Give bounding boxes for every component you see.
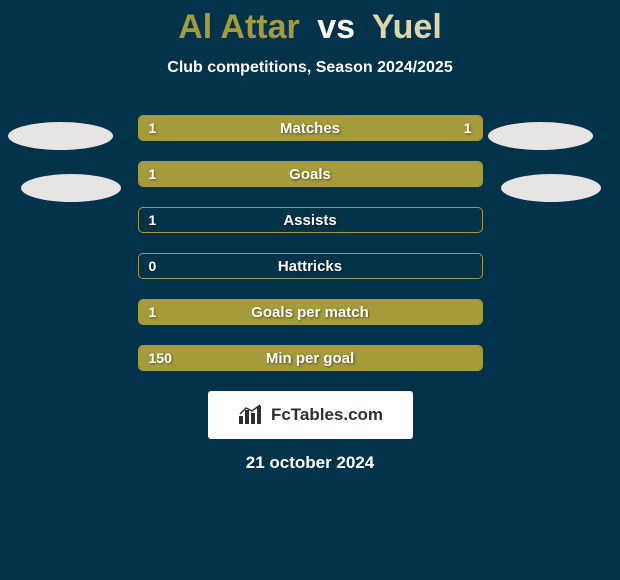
decorative-oval xyxy=(501,174,601,202)
stat-label: Goals xyxy=(289,162,331,186)
stats-bars-container: 1 1 Matches 1 Goals 1 Assists 0 Hattricks 1 Goals … xyxy=(138,115,483,371)
stat-row: 1 1 Matches xyxy=(138,115,483,141)
stat-label: Min per goal xyxy=(266,346,354,370)
stat-row: 1 Assists xyxy=(138,207,483,233)
stat-label: Assists xyxy=(283,208,336,232)
watermark: FcTables.com xyxy=(208,391,413,439)
chart-icon xyxy=(237,404,265,426)
infographic-date: 21 october 2024 xyxy=(0,453,620,473)
stat-value-left: 1 xyxy=(149,208,157,232)
stat-value-right: 1 xyxy=(464,116,472,140)
stat-value-left: 1 xyxy=(149,300,157,324)
stat-label: Matches xyxy=(280,116,340,140)
vs-text: vs xyxy=(317,8,355,46)
stat-row: 150 Min per goal xyxy=(138,345,483,371)
stat-label: Goals per match xyxy=(251,300,369,324)
decorative-oval xyxy=(8,122,113,150)
stat-value-left: 150 xyxy=(149,346,172,370)
stat-label: Hattricks xyxy=(278,254,342,278)
decorative-oval xyxy=(488,122,593,150)
player2-name: Yuel xyxy=(372,8,442,46)
subtitle: Club competitions, Season 2024/2025 xyxy=(0,59,620,77)
stat-value-left: 0 xyxy=(149,254,157,278)
comparison-title: Al Attar vs Yuel xyxy=(0,0,620,47)
stat-row: 0 Hattricks xyxy=(138,253,483,279)
stat-value-left: 1 xyxy=(149,116,157,140)
decorative-oval xyxy=(21,174,121,202)
player1-name: Al Attar xyxy=(178,8,300,46)
stat-value-left: 1 xyxy=(149,162,157,186)
stat-row: 1 Goals per match xyxy=(138,299,483,325)
stat-row: 1 Goals xyxy=(138,161,483,187)
watermark-text: FcTables.com xyxy=(271,405,383,425)
